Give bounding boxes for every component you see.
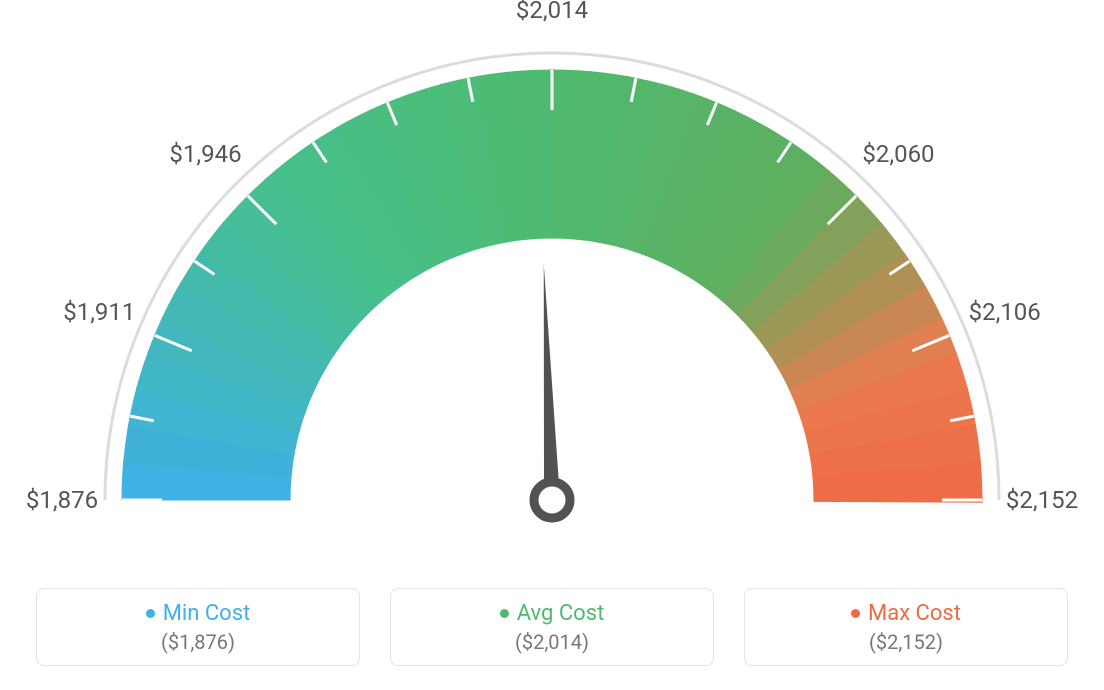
gauge-tick-label: $2,106 bbox=[969, 298, 1041, 326]
gauge-tick-label: $2,060 bbox=[862, 140, 934, 168]
legend-title-min: Min Cost bbox=[146, 601, 251, 626]
legend-title-avg: Avg Cost bbox=[500, 601, 605, 626]
legend-label-avg: Avg Cost bbox=[517, 601, 605, 626]
legend-card-min: Min Cost ($1,876) bbox=[36, 588, 360, 666]
legend-value-max: ($2,152) bbox=[869, 630, 943, 654]
legend-label-min: Min Cost bbox=[163, 601, 251, 626]
legend-value-min: ($1,876) bbox=[161, 630, 235, 654]
legend-value-avg: ($2,014) bbox=[515, 630, 589, 654]
gauge-tick-label: $1,876 bbox=[26, 486, 98, 514]
dot-icon-max bbox=[851, 609, 860, 618]
legend-label-max: Max Cost bbox=[868, 601, 961, 626]
dot-icon-avg bbox=[500, 609, 509, 618]
legend-card-avg: Avg Cost ($2,014) bbox=[390, 588, 714, 666]
gauge-tick-label: $1,946 bbox=[169, 140, 241, 168]
gauge-tick-label: $1,911 bbox=[63, 298, 135, 326]
gauge-tick-label: $2,152 bbox=[1006, 486, 1078, 514]
gauge-area: $1,876 $1,911 $1,946 $2,014 $2,060 $2,106 $2,1… bbox=[0, 0, 1104, 560]
dot-icon-min bbox=[146, 609, 155, 618]
gauge-svg bbox=[0, 0, 1104, 560]
cost-gauge-widget: $1,876 $1,911 $1,946 $2,014 $2,060 $2,106 $2,1… bbox=[0, 0, 1104, 690]
gauge-tick-label: $2,014 bbox=[516, 0, 588, 24]
legend-card-max: Max Cost ($2,152) bbox=[744, 588, 1068, 666]
legend-title-max: Max Cost bbox=[851, 601, 961, 626]
legend-row: Min Cost ($1,876) Avg Cost ($2,014) Max … bbox=[0, 570, 1104, 690]
